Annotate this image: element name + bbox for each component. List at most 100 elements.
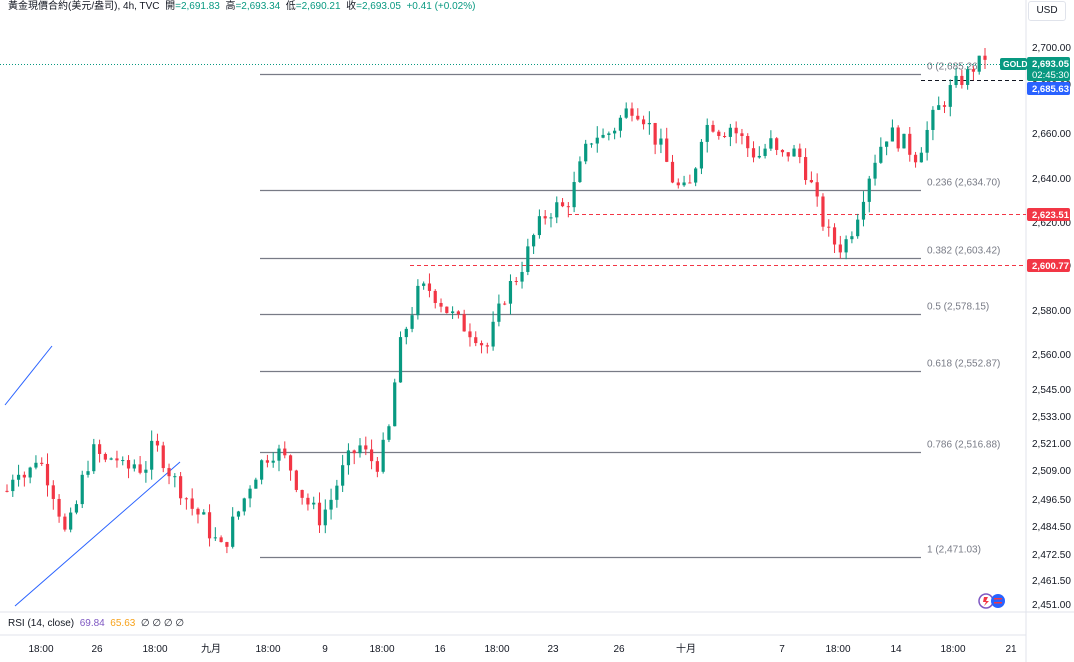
candle[interactable]	[40, 457, 44, 466]
candle[interactable]	[861, 191, 866, 227]
candle[interactable]	[856, 213, 860, 239]
trend-line[interactable]	[14, 461, 181, 607]
candle[interactable]	[231, 507, 235, 549]
candle[interactable]	[618, 115, 623, 138]
candle[interactable]	[393, 378, 397, 427]
candle[interactable]	[676, 178, 680, 189]
candle[interactable]	[80, 470, 84, 509]
candle[interactable]	[294, 469, 298, 493]
candle[interactable]	[63, 513, 67, 532]
candle[interactable]	[931, 106, 935, 141]
candle[interactable]	[844, 235, 848, 260]
candle[interactable]	[694, 167, 698, 187]
candle[interactable]	[34, 455, 38, 470]
candle[interactable]	[167, 463, 171, 485]
candle[interactable]	[236, 510, 241, 520]
candle[interactable]	[196, 507, 200, 524]
candle[interactable]	[821, 193, 825, 231]
candle[interactable]	[97, 439, 102, 463]
candle[interactable]	[520, 261, 524, 289]
red-level-tag[interactable]: 2,623.51	[1027, 208, 1070, 221]
candle[interactable]	[630, 102, 634, 122]
candle[interactable]	[514, 277, 518, 286]
candle[interactable]	[462, 309, 466, 332]
candle[interactable]	[474, 331, 478, 347]
candle[interactable]	[427, 273, 432, 298]
candle[interactable]	[51, 480, 55, 510]
candle[interactable]	[902, 133, 906, 149]
candle[interactable]	[92, 438, 96, 474]
candle[interactable]	[699, 139, 704, 175]
candle[interactable]	[387, 424, 391, 443]
candle[interactable]	[809, 171, 813, 184]
candle[interactable]	[381, 432, 385, 474]
candle[interactable]	[173, 473, 177, 488]
candle[interactable]	[283, 441, 287, 459]
candle[interactable]	[329, 488, 333, 520]
candle[interactable]	[885, 141, 889, 156]
candle[interactable]	[86, 460, 90, 478]
candle[interactable]	[341, 454, 345, 492]
candle[interactable]	[937, 96, 941, 111]
candle[interactable]	[5, 484, 9, 493]
candle[interactable]	[74, 500, 79, 515]
candle[interactable]	[838, 235, 842, 259]
candle[interactable]	[346, 443, 351, 475]
candle[interactable]	[543, 210, 547, 225]
candle[interactable]	[248, 485, 252, 508]
candle[interactable]	[503, 301, 507, 306]
candle[interactable]	[804, 148, 808, 185]
candle[interactable]	[416, 279, 420, 320]
candle[interactable]	[109, 457, 113, 461]
candle[interactable]	[22, 471, 26, 487]
candle[interactable]	[358, 438, 362, 458]
flag-icon[interactable]	[978, 593, 1005, 609]
candle[interactable]	[879, 137, 883, 164]
candle[interactable]	[572, 171, 576, 213]
candle[interactable]	[913, 151, 918, 168]
candle[interactable]	[150, 430, 154, 480]
candle[interactable]	[260, 459, 264, 485]
candle[interactable]	[798, 143, 802, 164]
candle[interactable]	[132, 459, 136, 472]
candle[interactable]	[375, 456, 379, 478]
candle[interactable]	[352, 449, 356, 465]
candle[interactable]	[578, 156, 582, 183]
candle[interactable]	[497, 294, 501, 327]
symbol-tag[interactable]: GOLD	[1000, 58, 1028, 70]
candle[interactable]	[69, 507, 73, 533]
candle[interactable]	[873, 154, 877, 186]
candle[interactable]	[410, 306, 414, 333]
candle[interactable]	[966, 66, 970, 90]
candle[interactable]	[763, 143, 767, 159]
trend-line[interactable]	[4, 345, 53, 406]
candle[interactable]	[57, 494, 61, 523]
candle[interactable]	[526, 238, 530, 276]
candle[interactable]	[138, 456, 142, 475]
candle[interactable]	[850, 231, 854, 244]
candle[interactable]	[827, 219, 831, 237]
candle[interactable]	[369, 439, 374, 470]
candle[interactable]	[717, 129, 721, 140]
candle[interactable]	[792, 144, 796, 157]
candle[interactable]	[532, 233, 536, 254]
candle[interactable]	[317, 492, 322, 533]
candle[interactable]	[335, 479, 339, 508]
candle[interactable]	[624, 102, 628, 119]
candle[interactable]	[971, 66, 976, 81]
candle[interactable]	[890, 119, 895, 142]
candle[interactable]	[271, 452, 275, 468]
candle[interactable]	[584, 139, 588, 165]
candle[interactable]	[433, 289, 437, 309]
candle[interactable]	[398, 331, 403, 383]
candle[interactable]	[659, 128, 663, 154]
candle[interactable]	[161, 441, 165, 473]
candle[interactable]	[688, 174, 692, 184]
candle[interactable]	[28, 466, 32, 484]
candle[interactable]	[740, 128, 744, 145]
candle[interactable]	[439, 298, 443, 313]
candle[interactable]	[207, 504, 212, 547]
blue-level-tag[interactable]: 2,685.63	[1027, 82, 1070, 95]
candle[interactable]	[190, 488, 194, 516]
